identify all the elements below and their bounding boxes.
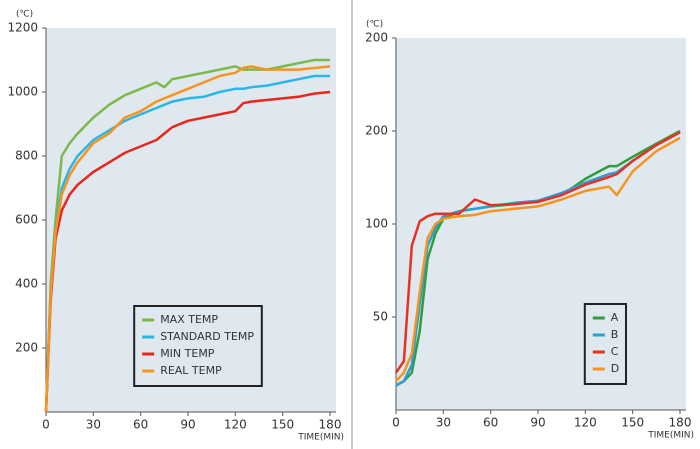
x-tick-label: 0 xyxy=(42,418,50,432)
y-tick-label: 200 xyxy=(15,341,38,355)
y-tick-label: 1000 xyxy=(7,85,38,99)
x-tick-label: 90 xyxy=(180,418,195,432)
y-tick-label: 100 xyxy=(365,217,388,231)
legend-label: C xyxy=(611,345,619,358)
series-line xyxy=(44,90,331,413)
legend-label: REAL TEMP xyxy=(160,364,222,377)
y-tick-label: 1200 xyxy=(7,21,38,35)
series-line xyxy=(394,131,681,374)
y-tick-label: 200 xyxy=(365,31,388,45)
y-tick-label: 600 xyxy=(15,213,38,227)
x-tick-label: 180 xyxy=(319,418,342,432)
series-line xyxy=(44,65,331,413)
x-tick-label: 30 xyxy=(436,416,451,430)
legend-box xyxy=(583,303,627,385)
plot-area xyxy=(396,38,686,410)
y-unit: (℃) xyxy=(16,10,33,20)
y-unit: (℃) xyxy=(366,20,383,30)
legend-label: STANDARD TEMP xyxy=(160,330,254,343)
x-axis-label: TIME(MIN) xyxy=(647,431,694,441)
legend-box xyxy=(133,305,263,387)
x-tick-label: 120 xyxy=(224,418,247,432)
x-axis-label: TIME(MIN) xyxy=(297,433,344,443)
y-tick-label: 50 xyxy=(373,310,388,324)
x-tick-label: 30 xyxy=(86,418,101,432)
legend-label: B xyxy=(611,328,619,341)
legend-label: MAX TEMP xyxy=(160,313,218,326)
legend-label: D xyxy=(611,362,619,375)
legend-label: A xyxy=(611,311,619,324)
x-tick-label: 60 xyxy=(133,418,148,432)
x-tick-label: 150 xyxy=(621,416,644,430)
x-tick-label: 0 xyxy=(392,416,400,430)
x-tick-label: 120 xyxy=(574,416,597,430)
x-tick-label: 90 xyxy=(530,416,545,430)
series-line xyxy=(395,136,681,382)
x-tick-label: 180 xyxy=(669,416,692,430)
y-tick-label: 200 xyxy=(365,124,388,138)
x-tick-label: 60 xyxy=(483,416,498,430)
series-line xyxy=(44,74,330,413)
y-tick-label: 400 xyxy=(15,277,38,291)
x-tick-label: 150 xyxy=(271,418,294,432)
legend-label: MIN TEMP xyxy=(160,347,215,360)
y-tick-label: 800 xyxy=(15,149,38,163)
